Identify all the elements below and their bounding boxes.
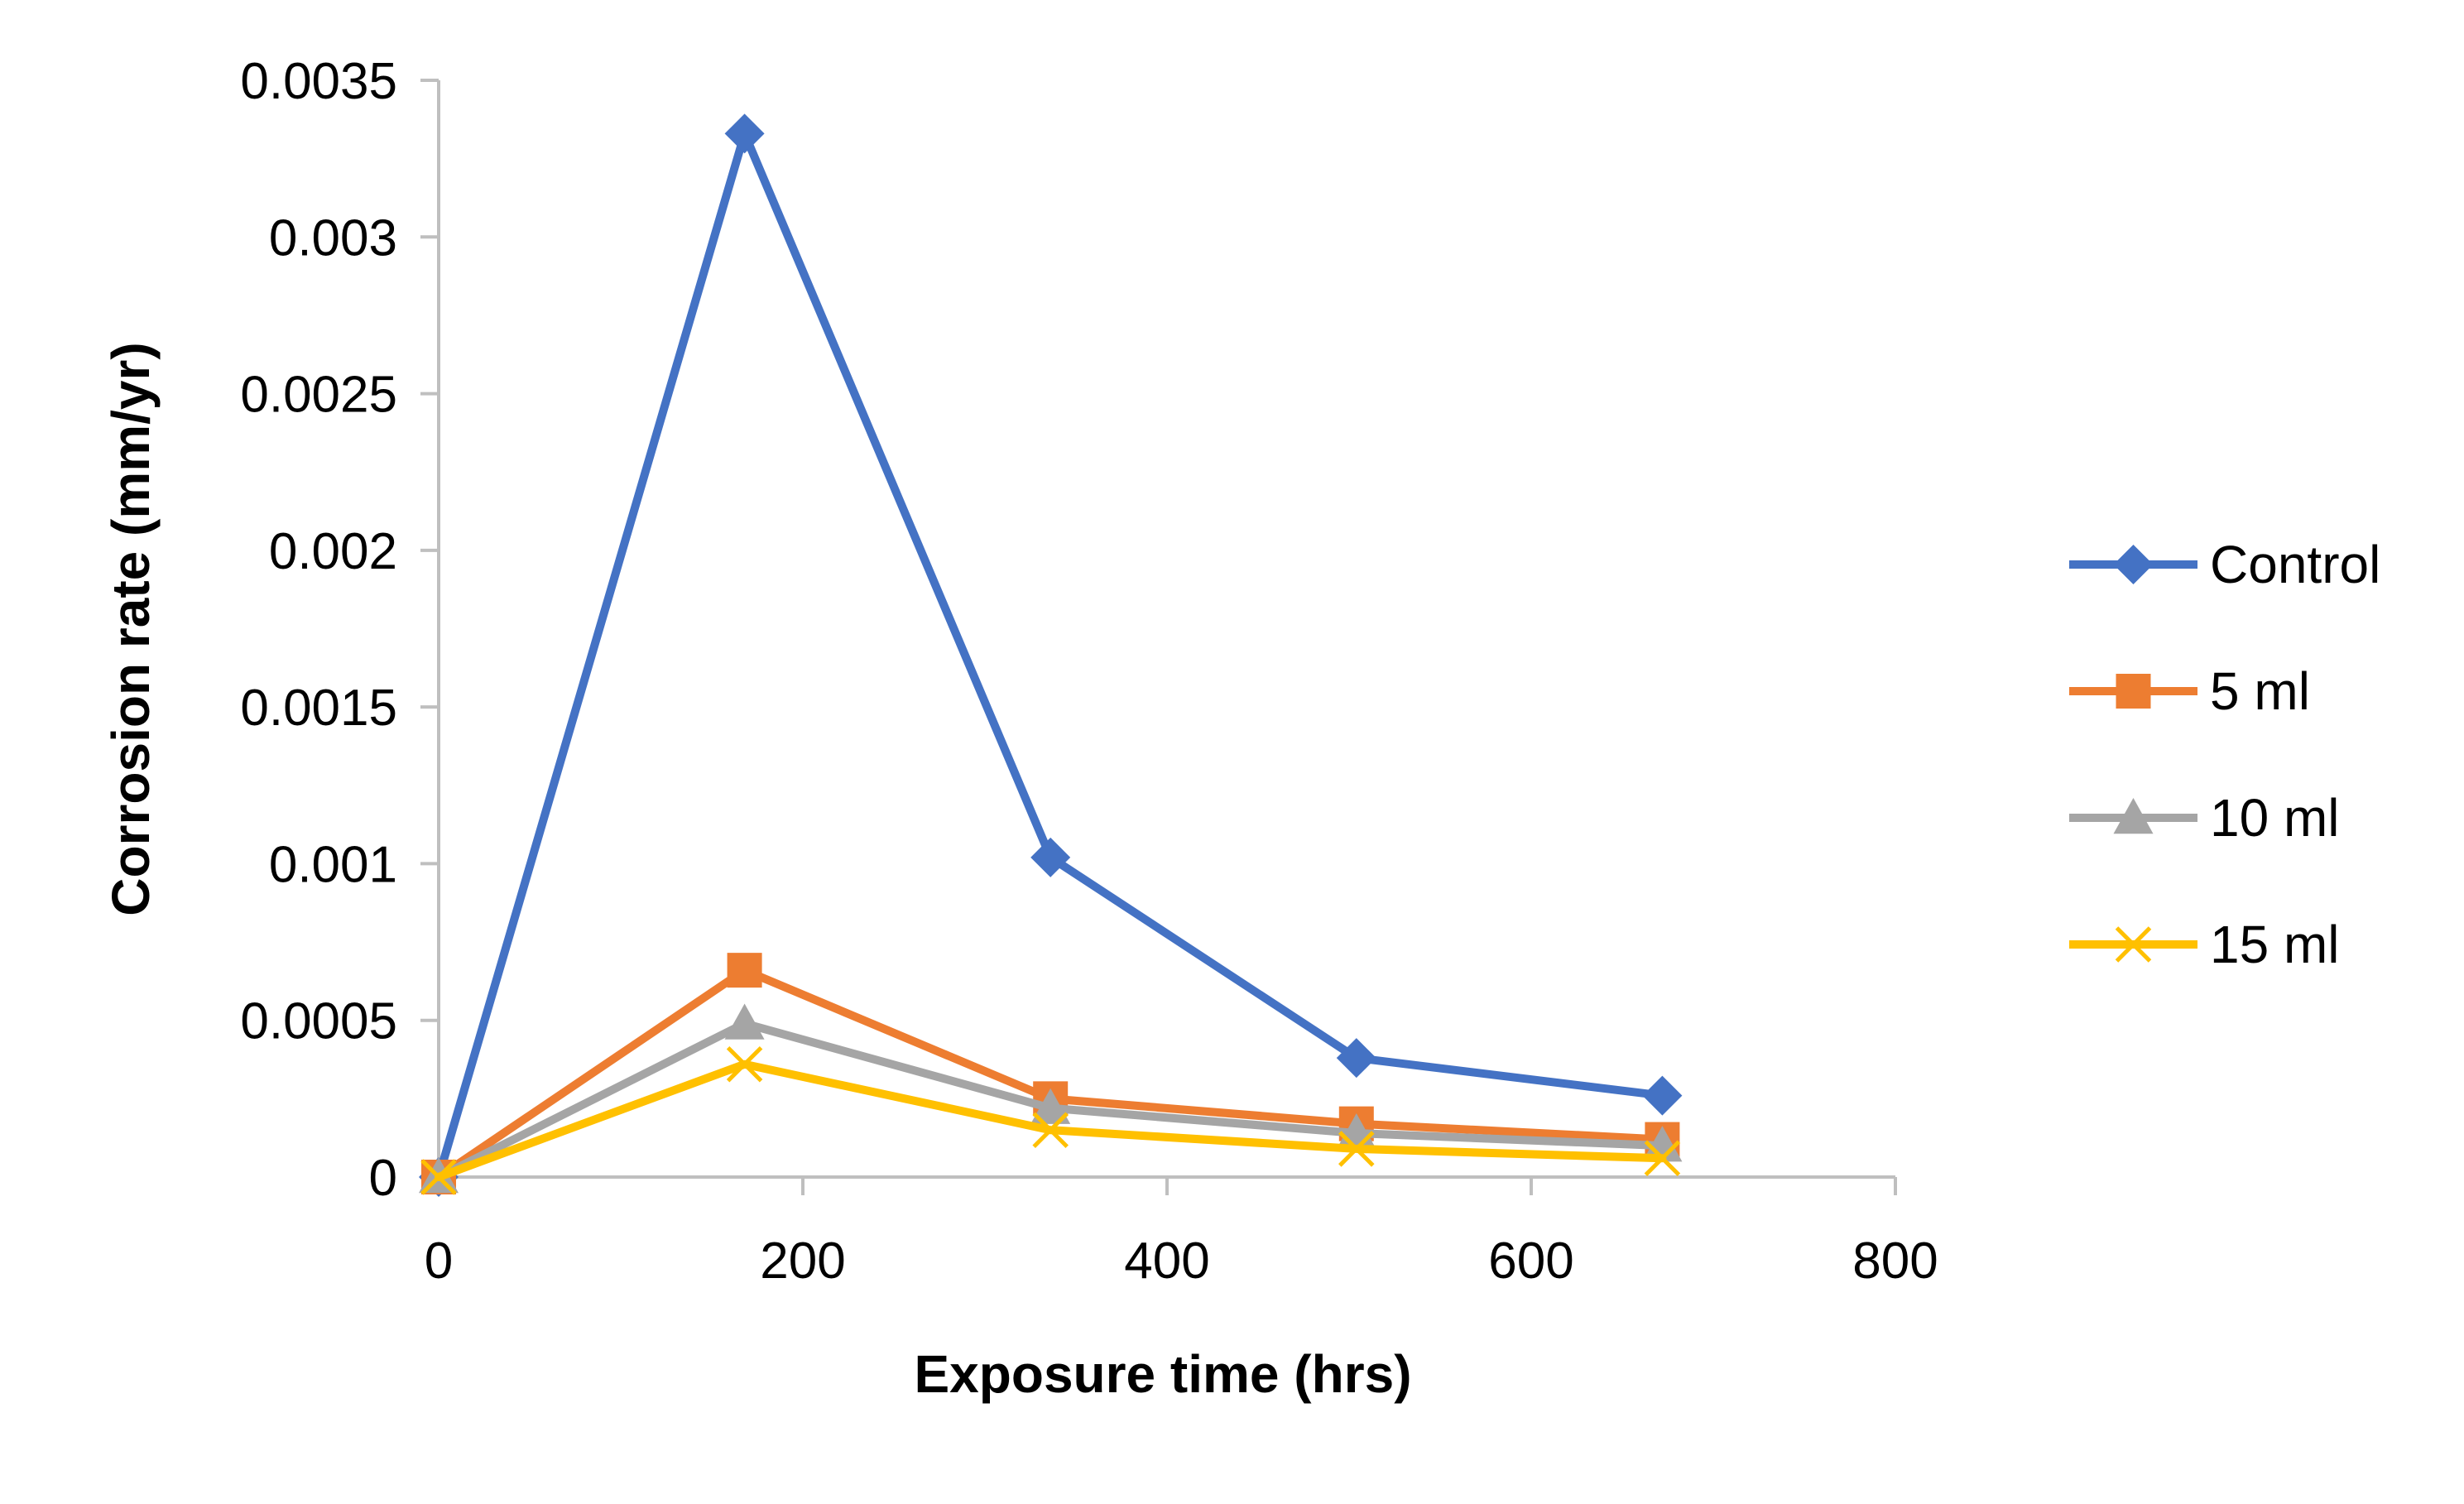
series-15-ml [420,1045,1681,1195]
data-point-control [1336,1038,1376,1079]
x-tick-label: 600 [1488,1233,1573,1290]
y-tick-label: 0.0015 [240,680,397,737]
y-tick-label: 0.0005 [240,993,397,1050]
x-tick-label: 800 [1852,1233,1938,1290]
y-tick-label: 0.001 [269,836,397,893]
y-tick-label: 0.0025 [240,367,397,424]
legend-marker [2116,674,2151,709]
y-tick-label: 0 [369,1150,397,1207]
data-point-10-ml [1642,1126,1683,1162]
x-tick-label: 200 [760,1233,845,1290]
data-point-control [1030,837,1071,877]
legend-label: Control [2210,535,2380,594]
legend-marker [2113,545,2154,584]
data-point-15-ml [1644,1140,1681,1177]
data-point-15-ml [1032,1112,1069,1148]
data-point-15-ml [1338,1131,1375,1167]
legend-item-10-ml: 10 ml [2069,788,2340,848]
series-10-ml [419,1003,1683,1194]
data-point-control [724,113,765,154]
y-axis-title: Corrosion rate (mm/yr) [101,342,161,915]
legend-item-5-ml: 5 ml [2069,661,2310,721]
data-point-15-ml [420,1159,457,1195]
x-tick-label: 0 [425,1233,453,1290]
legend-label: 5 ml [2210,661,2310,721]
data-point-10-ml [1030,1088,1071,1124]
x-tick-label: 400 [1124,1233,1209,1290]
axes: 0 0.0005 0.001 0.0015 0.002 0.0025 0.003 0.0035… [240,53,1938,1290]
y-tick-label: 0.0035 [240,53,397,110]
data-point-5-ml [727,953,762,988]
legend-label: 15 ml [2210,915,2340,974]
series-line-control [435,129,1667,1181]
data-point-10-ml [724,1003,765,1040]
legend-marker [2115,926,2152,963]
y-tick-label: 0.002 [269,523,397,580]
legend: Control 5 ml 10 ml 15 ml [2069,535,2380,974]
data-point-control [1642,1075,1683,1116]
legend-item-control: Control [2069,535,2380,594]
y-tick-label: 0.003 [269,209,397,267]
data-point-15-ml [726,1045,763,1083]
legend-item-15-ml: 15 ml [2069,915,2340,974]
legend-label: 10 ml [2210,788,2340,848]
x-axis-title: Exposure time (hrs) [914,1344,1411,1404]
plot-area [419,113,1683,1197]
legend-marker [2113,798,2154,834]
series-control [419,113,1683,1197]
